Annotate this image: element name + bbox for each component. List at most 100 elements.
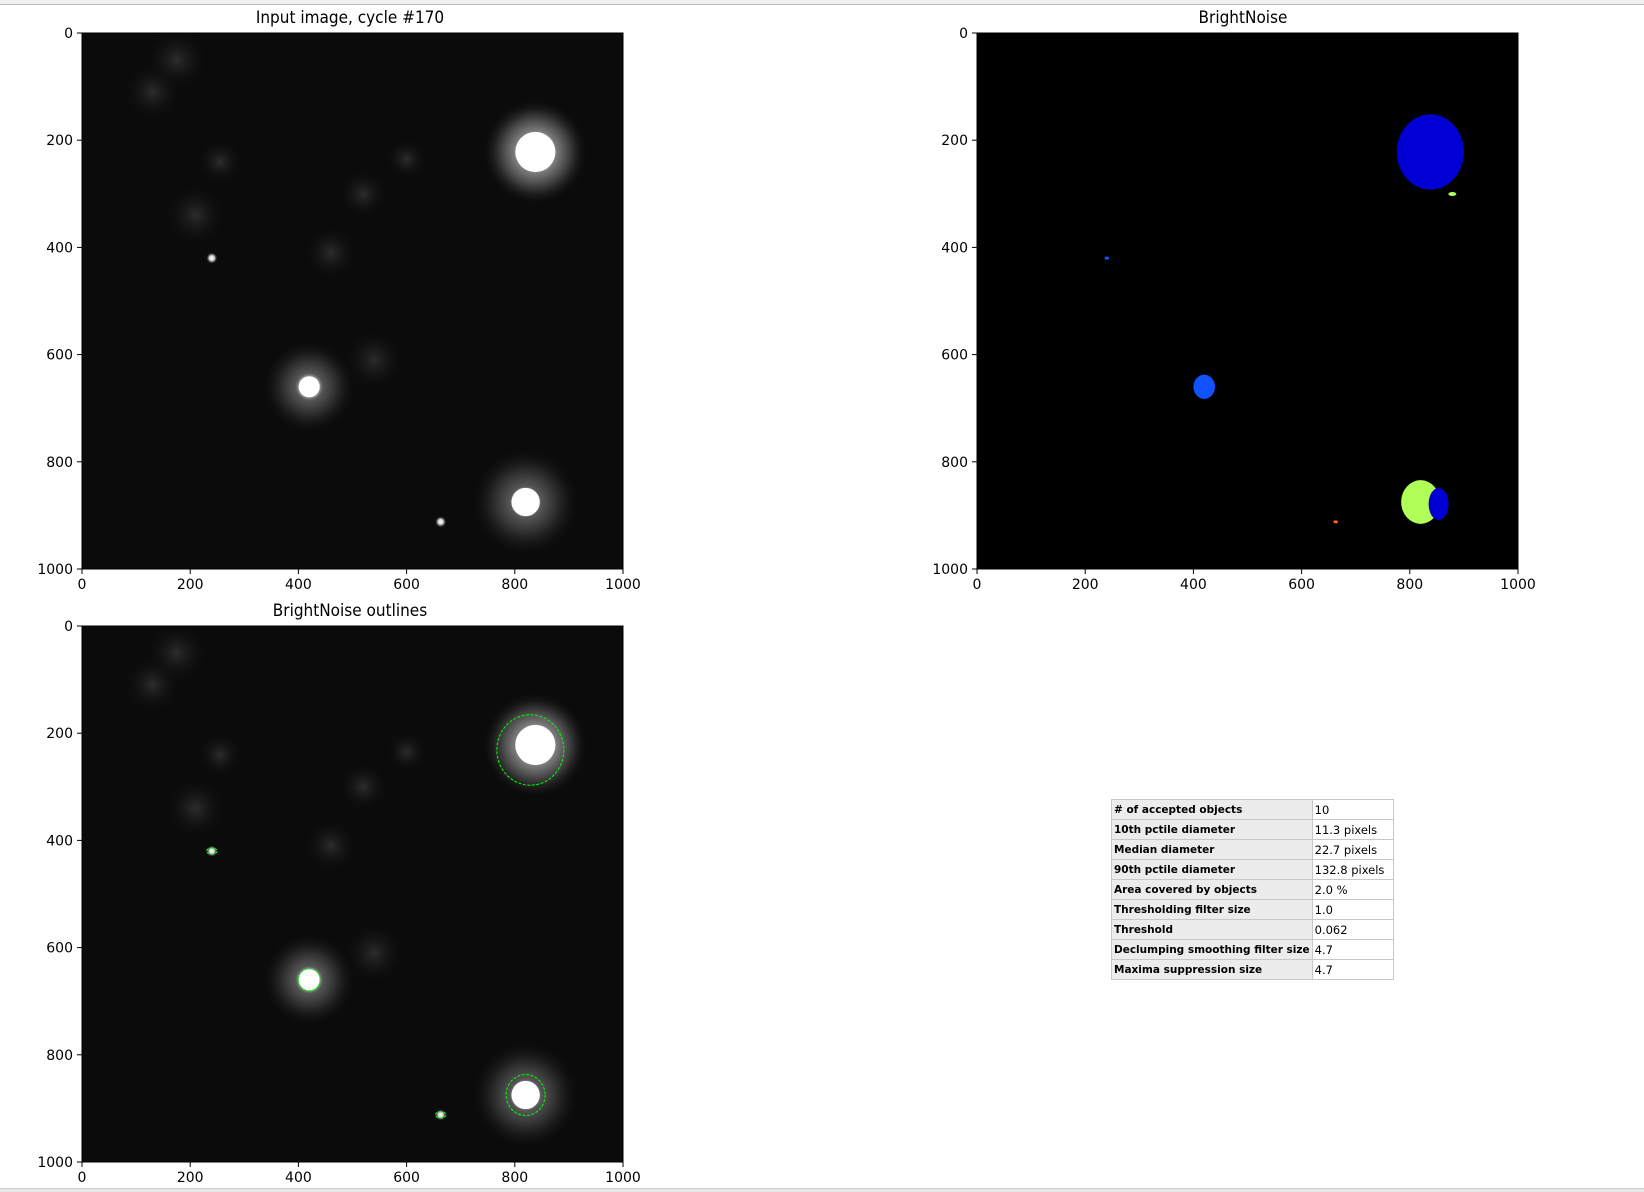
stats-key: Area covered by objects: [1111, 879, 1313, 900]
stats-key: Declumping smoothing filter size: [1111, 939, 1313, 960]
x-tick-label: 1000: [1500, 577, 1536, 593]
labeled-object: [1448, 191, 1457, 196]
background-speckle: [197, 732, 242, 777]
y-tick-label: 600: [941, 348, 968, 364]
stats-key: Thresholding filter size: [1111, 899, 1313, 920]
background-speckle: [339, 762, 388, 811]
stats-value: 1.0: [1311, 899, 1394, 920]
x-tick-label: 0: [973, 577, 982, 593]
bright-object: [434, 1108, 447, 1121]
background-speckle: [146, 626, 207, 683]
stats-key: 90th pctile diameter: [1111, 859, 1313, 880]
y-tick-label: 0: [64, 26, 73, 42]
stats-value: 2.0 %: [1311, 879, 1394, 900]
x-tick-label: 400: [285, 1170, 312, 1186]
background-speckle: [197, 139, 242, 184]
x-tick-label: 600: [393, 577, 420, 593]
object-outline: [505, 1074, 546, 1116]
background-speckle: [165, 778, 226, 839]
outline-image-title: BrightNoise outlines: [272, 601, 428, 621]
stats-row: Maxima suppression size 4.7: [1111, 959, 1394, 980]
stats-key: 10th pctile diameter: [1111, 819, 1313, 840]
y-tick-label: 0: [959, 26, 968, 42]
stats-row: Area covered by objects 2.0 %: [1111, 879, 1394, 900]
y-tick-label: 0: [64, 619, 73, 635]
background-speckle: [146, 33, 207, 90]
x-tick-label: 800: [1396, 577, 1423, 593]
x-tick-label: 600: [1288, 577, 1315, 593]
object-core: [511, 1080, 540, 1110]
labeled-object: [1333, 520, 1338, 524]
x-tick-label: 0: [78, 1170, 87, 1186]
bright-object: [205, 845, 218, 857]
axes-frame: [81, 625, 624, 1163]
labeled-object: [1193, 374, 1216, 399]
background-speckle: [344, 329, 405, 390]
axes-frame: [81, 32, 624, 570]
stats-key: # of accepted objects: [1111, 799, 1313, 820]
x-tick-label: 600: [393, 1170, 420, 1186]
y-tick-label: 600: [46, 348, 73, 364]
stats-value: 4.7: [1311, 939, 1394, 960]
labels-axes: 0 200 400 600 800 1000 0 200 400 600 800 1000: [932, 26, 1535, 593]
labeled-object: [1396, 114, 1464, 190]
bright-object: [434, 515, 447, 528]
stats-row: 10th pctile diameter 11.3 pixels: [1111, 819, 1394, 840]
x-tick-label: 1000: [605, 1170, 641, 1186]
axes-frame: [976, 32, 1519, 570]
stats-row: Declumping smoothing filter size 4.7: [1111, 939, 1394, 960]
stats-value: 10: [1311, 799, 1394, 820]
object-outline: [297, 967, 321, 992]
object-core: [298, 376, 320, 398]
y-tick-label: 1000: [932, 562, 968, 578]
object-core: [515, 131, 556, 173]
input-image-title: Input image, cycle #170: [255, 8, 445, 28]
outlines-image: [82, 626, 623, 1162]
y-tick-label: 400: [941, 240, 968, 256]
stats-key: Threshold: [1111, 919, 1313, 940]
stats-key: Maxima suppression size: [1111, 959, 1313, 980]
object-core: [515, 724, 556, 766]
stats-row: Thresholding filter size 1.0: [1111, 899, 1394, 920]
stats-value: 22.7 pixels: [1311, 839, 1394, 860]
stats-row: 90th pctile diameter 132.8 pixels: [1111, 859, 1394, 880]
segmentation-stats-table: # of accepted objects 10 10th pctile diame…: [1111, 799, 1394, 980]
stats-value: 11.3 pixels: [1311, 819, 1394, 840]
stats-row: Median diameter 22.7 pixels: [1111, 839, 1394, 860]
y-tick-label: 200: [46, 726, 73, 742]
x-tick-label: 0: [78, 577, 87, 593]
object-outline: [434, 1111, 447, 1119]
stats-value: 132.8 pixels: [1311, 859, 1394, 880]
labeled-object: [1428, 488, 1449, 520]
background-speckle: [339, 169, 388, 218]
object-core: [511, 487, 540, 517]
stats-value: 0.062: [1311, 919, 1394, 940]
window-top-border: [0, 0, 1644, 5]
stats-row: Threshold 0.062: [1111, 919, 1394, 940]
labels-image: [977, 33, 1518, 569]
window-bottom-border: [0, 1188, 1644, 1192]
background-speckle: [304, 819, 357, 872]
x-tick-label: 800: [501, 1170, 528, 1186]
background-speckle: [304, 226, 357, 279]
y-tick-label: 1000: [37, 1155, 73, 1171]
stats-key: Median diameter: [1111, 839, 1313, 860]
label-image-title: BrightNoise: [1198, 8, 1288, 28]
y-tick-label: 1000: [37, 562, 73, 578]
stats-value: 4.7: [1311, 959, 1394, 980]
background-speckle: [386, 731, 427, 772]
x-tick-label: 400: [285, 577, 312, 593]
x-tick-label: 200: [177, 577, 204, 593]
y-tick-label: 400: [46, 240, 73, 256]
bright-object: [205, 252, 218, 264]
y-tick-label: 200: [46, 133, 73, 149]
y-tick-label: 800: [46, 1048, 73, 1064]
stats-row: # of accepted objects 10: [1111, 799, 1394, 820]
outlines-axes: 0 200 400 600 800 1000 0 200 400 600 800 1000: [37, 619, 640, 1186]
y-tick-label: 800: [941, 455, 968, 471]
input-axes: 0 200 400 600 800 1000 0 200 400 600 800 1000: [37, 26, 640, 593]
x-tick-label: 200: [177, 1170, 204, 1186]
x-tick-label: 200: [1072, 577, 1099, 593]
labeled-object: [1104, 256, 1110, 260]
